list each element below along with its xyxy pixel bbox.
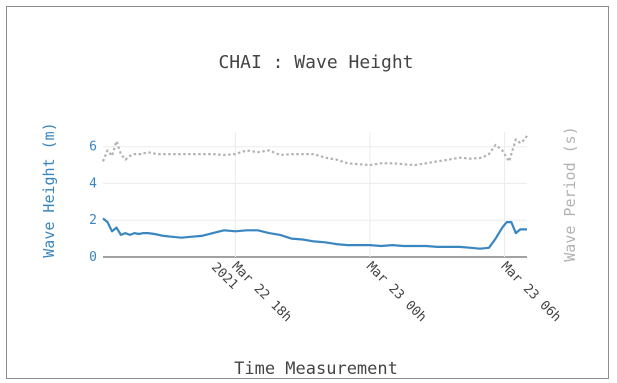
wave-period-line[interactable] [101, 135, 528, 167]
x-tick-label: Mar 22 18h2021 [208, 249, 294, 335]
grid [103, 132, 527, 258]
y2-axis-title: Wave Period (s) [561, 126, 579, 261]
wave-height-line[interactable] [102, 217, 527, 250]
y-tick-label: 4 [89, 176, 97, 191]
chart-frame [6, 6, 609, 379]
tick-labels: 0 2 4 6 Mar 22 18h2021 Mar 23 00h Mar 23 06h [89, 140, 564, 335]
y-axis-title: Wave Height (m) [40, 122, 58, 257]
y-tick-label: 6 [89, 140, 97, 155]
chart-title: CHAI : Wave Height [218, 52, 413, 73]
y-tick-label: 0 [89, 250, 97, 265]
x-tick-label: Mar 23 06h [498, 259, 564, 325]
x-tick-label: Mar 23 00h [363, 259, 429, 325]
series-group [101, 135, 528, 250]
y-tick-label: 2 [89, 213, 97, 228]
x-axis-title: Time Measurement [234, 359, 398, 379]
